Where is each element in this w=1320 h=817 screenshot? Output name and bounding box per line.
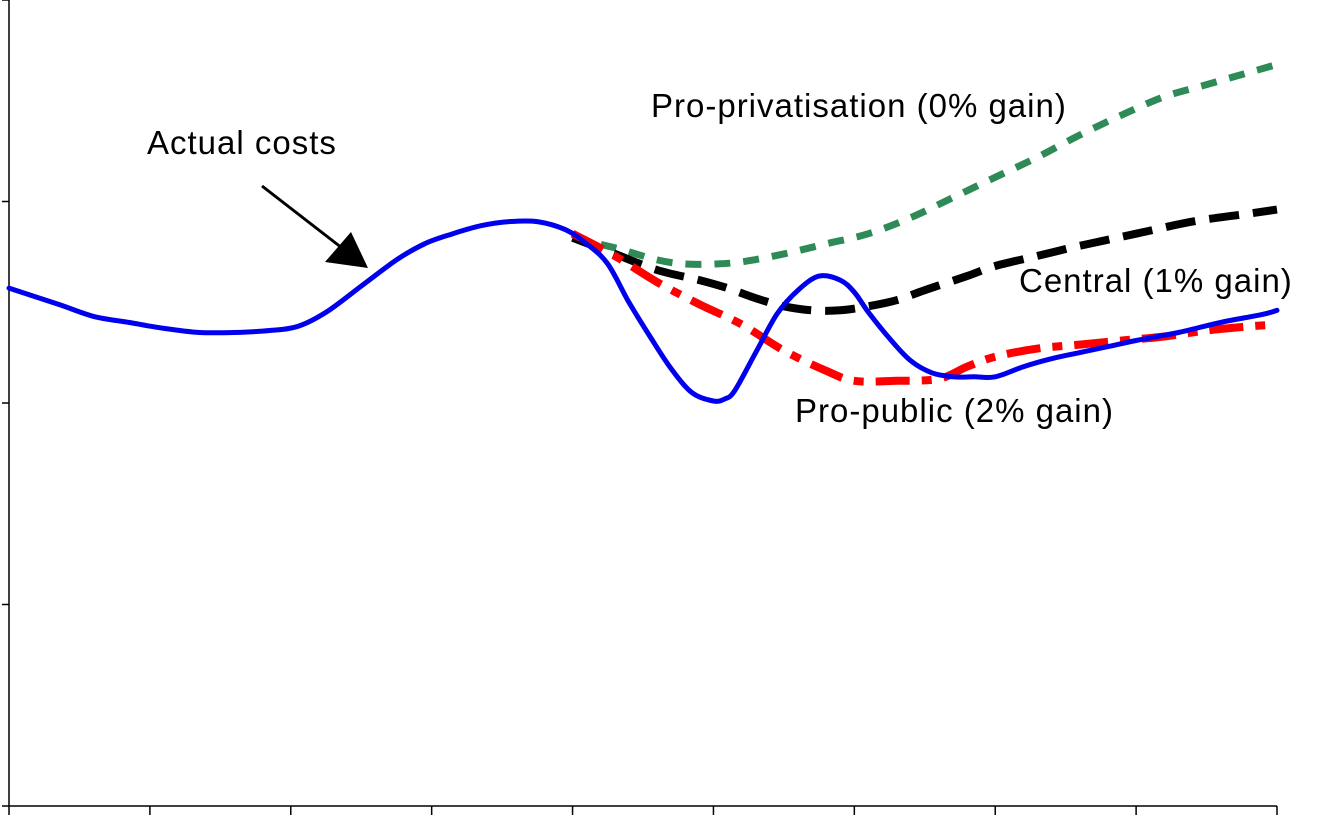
series-line-central-1-gain	[571, 205, 1278, 315]
axes	[2, 0, 1278, 815]
x-ticks	[8, 806, 1278, 815]
series-layer	[6, 61, 1280, 404]
annotation-pro-privatisation: Pro-privatisation (0% gain)	[651, 87, 1067, 124]
annotation-central: Central (1% gain)	[1019, 262, 1293, 299]
arrow-head	[325, 232, 368, 268]
y-ticks	[2, 0, 9, 807]
annotation-actual-costs: Actual costs	[147, 124, 337, 161]
annotation-actual-arrow	[261, 184, 368, 268]
annotation-pro-public: Pro-public (2% gain)	[795, 392, 1114, 429]
series-line-actual-costs	[6, 218, 1280, 404]
arrow-shaft	[261, 184, 343, 250]
series-line-pro-public-2-gain	[570, 230, 1278, 386]
